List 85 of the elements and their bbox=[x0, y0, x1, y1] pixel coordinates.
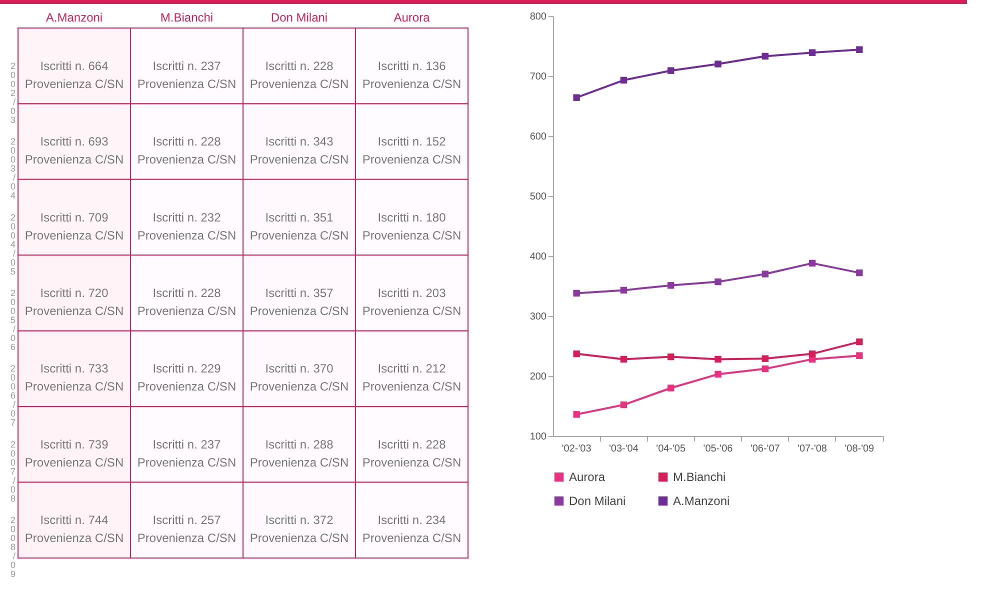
point bbox=[620, 356, 628, 363]
y-tick-label: 700 bbox=[530, 72, 547, 82]
y-tick-label: 2006/07 bbox=[10, 364, 16, 428]
point bbox=[620, 76, 628, 84]
data-label: Iscritti n. 343 Provenienza C/SN bbox=[250, 134, 349, 167]
data-label: Iscritti n. 257 Provenienza C/SN bbox=[137, 513, 236, 546]
y-tick-label: 800 bbox=[530, 12, 547, 22]
data-label: Iscritti n. 351 Provenienza C/SN bbox=[250, 210, 349, 242]
point bbox=[714, 356, 722, 363]
x-tick-label: M.Bianchi bbox=[160, 10, 214, 24]
point bbox=[620, 286, 628, 294]
data-label: Iscritti n. 739 Provenienza C/SN bbox=[24, 437, 124, 470]
data-label: Iscritti n. 136 Provenienza C/SN bbox=[362, 58, 462, 91]
x-tick-label: Don Milani bbox=[270, 10, 328, 24]
y-tick-label: 2008/09 bbox=[10, 515, 16, 580]
y-tick-label: 400 bbox=[530, 252, 547, 262]
x-tick-label: '08-'09 bbox=[844, 444, 875, 454]
point bbox=[573, 94, 580, 101]
data-label: Iscritti n. 234 Provenienza C/SN bbox=[362, 513, 462, 546]
data-label: Iscritti n. 709 Provenienza C/SN bbox=[24, 210, 124, 242]
point bbox=[856, 352, 863, 359]
point bbox=[808, 49, 816, 56]
point bbox=[573, 290, 580, 297]
data-label: Iscritti n. 228 Provenienza C/SN bbox=[137, 134, 236, 167]
data-label: Iscritti n. 228 Provenienza C/SN bbox=[137, 286, 236, 318]
point bbox=[668, 67, 674, 74]
data-label: Iscritti n. 237 Provenienza C/SN bbox=[137, 58, 236, 91]
data-label: Iscritti n. 203 Provenienza C/SN bbox=[362, 286, 462, 318]
point bbox=[573, 350, 580, 358]
y-tick-label: 200 bbox=[530, 372, 547, 382]
data-label: Iscritti n. 370 Provenienza C/SN bbox=[250, 362, 349, 394]
point bbox=[668, 282, 674, 289]
point bbox=[856, 269, 863, 276]
x-tick-label: '02-'03 bbox=[562, 444, 592, 454]
data-label: Iscritti n. 720 Provenienza C/SN bbox=[24, 286, 124, 318]
point bbox=[856, 338, 863, 346]
point bbox=[714, 370, 722, 378]
y-tick-label: 600 bbox=[530, 132, 547, 142]
x-tick-label: A.Manzoni bbox=[46, 10, 103, 24]
data-label: Iscritti n. 288 Provenienza C/SN bbox=[250, 437, 349, 470]
point bbox=[573, 411, 580, 418]
point bbox=[762, 52, 768, 60]
y-tick-label: 500 bbox=[530, 192, 547, 202]
point bbox=[808, 350, 816, 358]
y-tick-label: 2002/03 bbox=[10, 60, 16, 125]
y-tick-label: 2003/04 bbox=[10, 136, 16, 201]
y-tick-label: 2005/06 bbox=[10, 288, 16, 352]
y-tick-label: 2007/08 bbox=[10, 439, 16, 504]
point bbox=[762, 270, 768, 278]
data-label: Iscritti n. 372 Provenienza C/SN bbox=[250, 513, 349, 546]
data-label: Iscritti n. 228 Provenienza C/SN bbox=[362, 437, 462, 470]
x-tick-label: '04-'05 bbox=[656, 444, 686, 454]
data-label: Iscritti n. 664 Provenienza C/SN bbox=[24, 58, 124, 91]
data-label: Iscritti n. 180 Provenienza C/SN bbox=[362, 210, 462, 242]
legend-label: M.Bianchi bbox=[673, 470, 726, 484]
point bbox=[620, 401, 628, 408]
data-label: Iscritti n. 693 Provenienza C/SN bbox=[24, 134, 124, 167]
x-tick-label: Aurora bbox=[394, 10, 430, 24]
data-label: Iscritti n. 228 Provenienza C/SN bbox=[250, 58, 349, 91]
data-label: Iscritti n. 237 Provenienza C/SN bbox=[137, 437, 236, 470]
point bbox=[856, 46, 863, 53]
legend-label: Aurora bbox=[569, 470, 606, 484]
data-label: Iscritti n. 152 Provenienza C/SN bbox=[362, 134, 462, 167]
data-label: Iscritti n. 733 Provenienza C/SN bbox=[24, 362, 124, 394]
point bbox=[714, 278, 722, 286]
point bbox=[714, 60, 722, 68]
y-tick-label: 100 bbox=[530, 432, 547, 442]
point bbox=[668, 353, 674, 360]
legend-label: Don Milani bbox=[569, 494, 626, 508]
data-label: Iscritti n. 229 Provenienza C/SN bbox=[137, 362, 236, 394]
data-label: Iscritti n. 212 Provenienza C/SN bbox=[362, 362, 462, 394]
x-tick-label: '03-'04 bbox=[609, 444, 639, 454]
data-label: Iscritti n. 357 Provenienza C/SN bbox=[250, 286, 349, 318]
point bbox=[762, 365, 768, 372]
point bbox=[762, 355, 768, 362]
x-tick-label: '07-'08 bbox=[798, 444, 828, 454]
point bbox=[808, 260, 816, 267]
data-label: Iscritti n. 744 Provenienza C/SN bbox=[24, 513, 124, 546]
legend-label: A.Manzoni bbox=[673, 494, 730, 508]
y-tick-label: 300 bbox=[530, 312, 547, 322]
data-label: Iscritti n. 232 Provenienza C/SN bbox=[137, 210, 236, 242]
x-tick-label: '05-'06 bbox=[703, 444, 734, 454]
x-tick-label: '06-'07 bbox=[750, 444, 780, 454]
y-tick-label: 2004/05 bbox=[10, 212, 16, 276]
point bbox=[668, 384, 674, 392]
